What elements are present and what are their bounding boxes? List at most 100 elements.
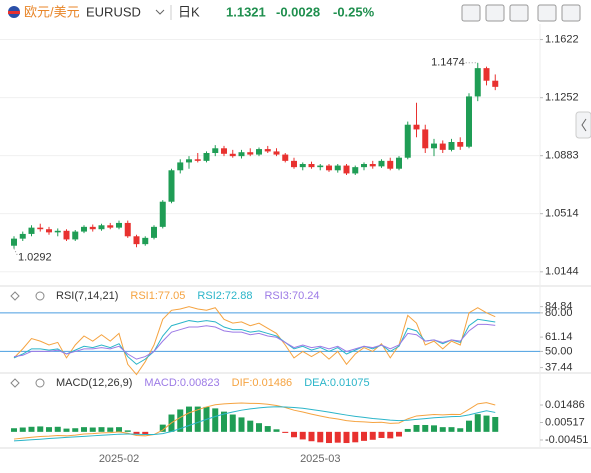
histogram-bar xyxy=(264,426,271,432)
histogram-bar xyxy=(186,406,192,432)
y-tick-label: 50.00 xyxy=(545,345,573,357)
histogram-bar xyxy=(483,415,490,432)
histogram-bar xyxy=(317,431,324,443)
legend-entry: DIF:0.01486 xyxy=(232,377,293,389)
candle-body xyxy=(369,164,376,167)
histogram-bar xyxy=(361,431,367,441)
histogram-bar xyxy=(63,428,70,432)
histogram-bar xyxy=(343,431,350,444)
candle-body xyxy=(247,152,254,155)
legend-entry: MACD:0.00823 xyxy=(144,377,219,389)
collapse-icon[interactable] xyxy=(10,291,20,301)
histogram-bar xyxy=(212,408,219,432)
y-tick-label: 0.00517 xyxy=(545,416,585,428)
candle-body xyxy=(98,225,105,230)
histogram-bar xyxy=(422,424,429,432)
candle-body xyxy=(413,124,420,130)
candle-body xyxy=(378,160,385,167)
settings-icon[interactable] xyxy=(35,378,45,388)
candle-body xyxy=(203,153,210,161)
candle-body xyxy=(194,159,201,161)
candle-body xyxy=(19,233,26,239)
min-label: 1.0292 xyxy=(18,251,52,263)
histogram-bar xyxy=(273,429,280,432)
settings-icon[interactable] xyxy=(35,291,45,301)
histogram-bar xyxy=(404,428,411,432)
histogram-bar xyxy=(107,427,114,432)
symbol: EURUSD xyxy=(86,4,141,19)
histogram-bar xyxy=(448,427,455,432)
y-tick-label: 61.14 xyxy=(545,331,573,343)
histogram-bar xyxy=(177,409,184,432)
candle-body xyxy=(72,231,79,240)
candle-body xyxy=(308,164,315,168)
histogram-bar xyxy=(142,431,149,435)
x-tick-label: 2025-03 xyxy=(300,453,340,465)
candle-body xyxy=(168,170,175,202)
tool-button[interactable] xyxy=(561,4,581,22)
histogram-bar xyxy=(81,427,87,432)
histogram-bar xyxy=(299,431,306,440)
side-toggle[interactable] xyxy=(575,111,591,139)
candle-body xyxy=(457,142,464,147)
tool-button[interactable] xyxy=(461,4,481,22)
y-tick-label: 1.0144 xyxy=(545,266,579,278)
series-line xyxy=(13,318,496,365)
histogram-bar xyxy=(439,427,446,432)
histogram-bar xyxy=(194,406,201,432)
candle-body xyxy=(81,226,87,232)
candle-body xyxy=(299,164,306,168)
candle-body xyxy=(387,160,394,169)
histogram-bar xyxy=(37,426,44,432)
histogram-bar xyxy=(326,431,332,444)
indicator-title: RSI(7,14,21) xyxy=(56,290,118,302)
candle-body xyxy=(404,124,411,158)
y-tick-label: 1.0883 xyxy=(545,150,579,162)
candle-body xyxy=(273,151,280,155)
candle-body xyxy=(439,143,446,150)
legend-entry: RSI3:70.24 xyxy=(264,290,319,302)
histogram-bar xyxy=(334,431,341,443)
tool-button[interactable] xyxy=(537,4,557,22)
series-line xyxy=(13,402,496,440)
pair-name: 欧元/美元 xyxy=(24,4,80,19)
histogram-bar xyxy=(474,414,481,432)
flag-stripe xyxy=(8,11,20,14)
histogram-bar xyxy=(282,431,289,433)
tool-button[interactable] xyxy=(509,4,529,22)
collapse-icon[interactable] xyxy=(10,378,20,388)
candle-body xyxy=(361,164,367,168)
candle-body xyxy=(177,162,184,171)
histogram-bar xyxy=(46,427,52,432)
candle-body xyxy=(212,148,219,153)
y-tick-label: 1.0514 xyxy=(545,208,579,220)
histogram-bar xyxy=(352,431,359,443)
candle-body xyxy=(448,142,455,150)
candle-body xyxy=(466,96,472,147)
histogram-bar xyxy=(413,424,420,432)
y-tick-label: -0.00451 xyxy=(545,434,588,446)
histogram-bar xyxy=(98,427,105,432)
histogram-bar xyxy=(133,431,140,435)
legend-entry: RSI1:77.05 xyxy=(130,290,185,302)
series-line xyxy=(13,323,496,360)
candle-body xyxy=(46,229,52,233)
tool-button[interactable] xyxy=(485,4,505,22)
period[interactable]: 日K xyxy=(178,4,200,19)
x-tick-label: 2025-02 xyxy=(99,453,139,465)
candle-body xyxy=(107,225,114,228)
candle-body xyxy=(291,160,297,168)
dropdown-caret[interactable] xyxy=(155,9,165,15)
histogram-bar xyxy=(11,428,17,432)
candle-body xyxy=(142,237,149,245)
histogram-bar xyxy=(19,427,26,432)
candle-body xyxy=(264,149,271,152)
candle-body xyxy=(422,129,429,149)
candle-body xyxy=(133,236,140,245)
legend-entry: DEA:0.01075 xyxy=(304,377,369,389)
change-pct: -0.25% xyxy=(333,4,375,19)
panel-icons xyxy=(10,291,45,388)
candle-body xyxy=(334,165,341,171)
